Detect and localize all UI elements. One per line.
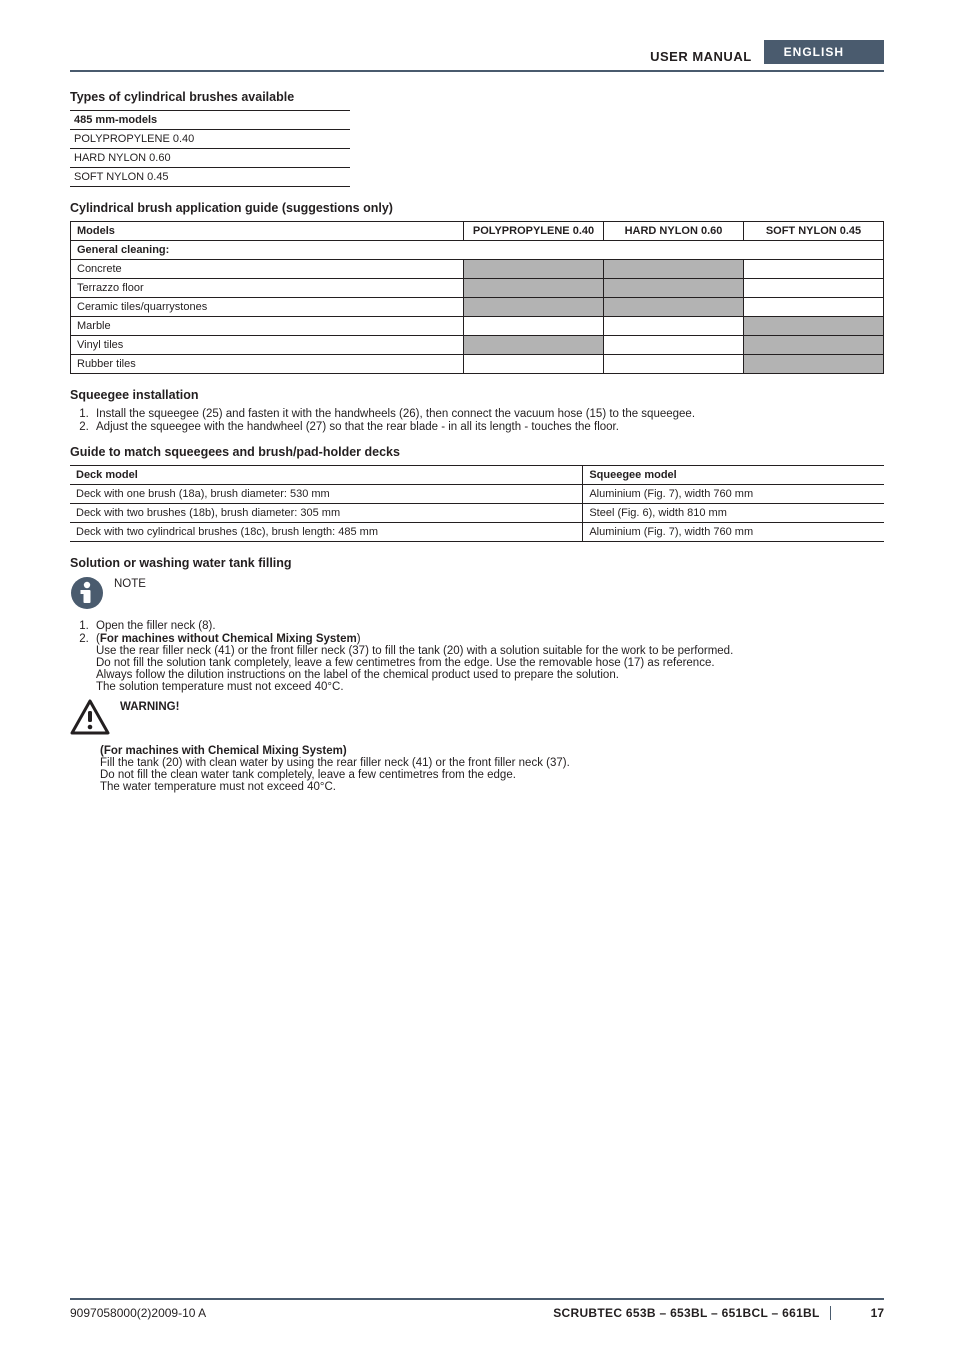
app-row-cell <box>744 355 884 374</box>
squeegee-title: Squeegee installation <box>70 388 884 402</box>
app-guide-table: Models POLYPROPYLENE 0.40 HARD NYLON 0.6… <box>70 221 884 374</box>
app-row-label: Terrazzo floor <box>71 279 464 298</box>
warning-line: Do not fill the clean water tank complet… <box>100 769 884 781</box>
app-row-cell <box>604 336 744 355</box>
brushes-row: HARD NYLON 0.60 <box>70 149 350 168</box>
app-row-cell <box>604 317 744 336</box>
app-subhead: General cleaning: <box>71 241 884 260</box>
warning-label: WARNING! <box>120 701 179 713</box>
deck-th-0: Deck model <box>70 466 583 485</box>
solution-line: Always follow the dilution instructions … <box>96 669 884 681</box>
squeegee-list: Install the squeegee (25) and fasten it … <box>70 408 884 433</box>
solution-line: The solution temperature must not exceed… <box>96 681 884 693</box>
deck-cell: Steel (Fig. 6), width 810 mm <box>583 504 884 523</box>
app-guide-title: Cylindrical brush application guide (sug… <box>70 201 884 215</box>
app-th-models: Models <box>71 222 464 241</box>
app-row-cell <box>464 355 604 374</box>
warning-text: (For machines with Chemical Mixing Syste… <box>70 745 884 793</box>
app-th-hn: HARD NYLON 0.60 <box>604 222 744 241</box>
solution-list: Open the filler neck (8). (For machines … <box>70 620 884 693</box>
app-row-cell <box>744 279 884 298</box>
app-row-label: Marble <box>71 317 464 336</box>
app-row-cell <box>744 298 884 317</box>
header-rule <box>70 70 884 72</box>
warning-icon <box>70 699 110 735</box>
info-icon <box>70 576 104 610</box>
deck-th-1: Squeegee model <box>583 466 884 485</box>
app-row-cell <box>604 298 744 317</box>
brushes-row: SOFT NYLON 0.45 <box>70 168 350 187</box>
solution-line: Do not fill the solution tank completely… <box>96 657 884 669</box>
deck-cell: Deck with one brush (18a), brush diamete… <box>70 485 583 504</box>
header-lang: ENGLISH <box>764 40 884 64</box>
deck-match-title: Guide to match squeegees and brush/pad-h… <box>70 445 884 459</box>
warning-line: The water temperature must not exceed 40… <box>100 781 884 793</box>
app-th-pp: POLYPROPYLENE 0.40 <box>464 222 604 241</box>
footer-rule <box>70 1298 884 1300</box>
deck-cell: Deck with two cylindrical brushes (18c),… <box>70 523 583 542</box>
app-row-label: Concrete <box>71 260 464 279</box>
note-block: NOTE <box>70 576 884 610</box>
deck-cell: Deck with two brushes (18b), brush diame… <box>70 504 583 523</box>
warning-bold: (For machines with Chemical Mixing Syste… <box>100 745 884 757</box>
squeegee-item: Adjust the squeegee with the handwheel (… <box>92 421 884 433</box>
header-title: USER MANUAL <box>650 49 764 64</box>
warning-line: Fill the tank (20) with clean water by u… <box>100 757 884 769</box>
app-row-cell <box>464 260 604 279</box>
app-row-cell <box>744 336 884 355</box>
app-row-cell <box>744 260 884 279</box>
header: USER MANUAL ENGLISH <box>70 40 884 64</box>
warning-block: WARNING! <box>70 699 884 735</box>
brushes-col-header: 485 mm-models <box>70 111 350 130</box>
app-row-cell <box>744 317 884 336</box>
footer: 9097058000(2)2009-10 A SCRUBTEC 653B – 6… <box>70 1298 884 1320</box>
footer-sep <box>830 1306 831 1320</box>
deck-cell: Aluminium (Fig. 7), width 760 mm <box>583 523 884 542</box>
app-row-cell <box>464 317 604 336</box>
solution-item-2-bold: For machines without Chemical Mixing Sys… <box>100 633 357 645</box>
brushes-table: 485 mm-models POLYPROPYLENE 0.40 HARD NY… <box>70 110 350 187</box>
deck-match-table: Deck model Squeegee model Deck with one … <box>70 465 884 542</box>
app-row-label: Ceramic tiles/quarrystones <box>71 298 464 317</box>
footer-page-number: 17 <box>871 1306 884 1320</box>
app-row-cell <box>464 336 604 355</box>
app-row-cell <box>604 260 744 279</box>
app-row-cell <box>464 279 604 298</box>
brushes-row: POLYPROPYLENE 0.40 <box>70 130 350 149</box>
app-row-label: Rubber tiles <box>71 355 464 374</box>
squeegee-item: Install the squeegee (25) and fasten it … <box>92 408 884 420</box>
app-th-sn: SOFT NYLON 0.45 <box>744 222 884 241</box>
app-row-label: Vinyl tiles <box>71 336 464 355</box>
note-label: NOTE <box>114 576 146 590</box>
deck-cell: Aluminium (Fig. 7), width 760 mm <box>583 485 884 504</box>
solution-title: Solution or washing water tank filling <box>70 556 884 570</box>
solution-line: Use the rear filler neck (41) or the fro… <box>96 645 884 657</box>
solution-item-2: (For machines without Chemical Mixing Sy… <box>92 633 884 693</box>
solution-item-1: Open the filler neck (8). <box>92 620 884 632</box>
app-row-cell <box>464 298 604 317</box>
footer-mid: SCRUBTEC 653B – 653BL – 651BCL – 661BL <box>553 1306 819 1320</box>
footer-left: 9097058000(2)2009-10 A <box>70 1306 553 1320</box>
brushes-title: Types of cylindrical brushes available <box>70 90 884 104</box>
app-row-cell <box>604 355 744 374</box>
app-row-cell <box>604 279 744 298</box>
